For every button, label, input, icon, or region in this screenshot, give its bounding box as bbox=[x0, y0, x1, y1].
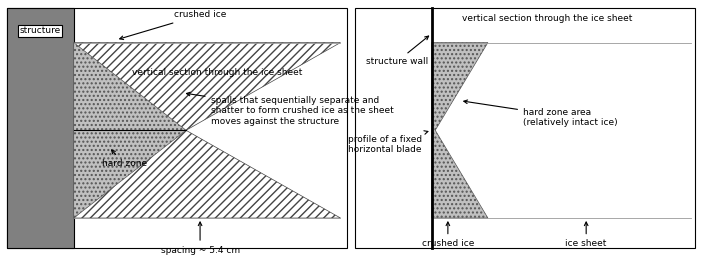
Text: hard zone: hard zone bbox=[102, 150, 147, 168]
Text: crushed ice: crushed ice bbox=[119, 11, 226, 39]
Polygon shape bbox=[432, 43, 488, 218]
Text: spacing ~ 5.4 cm: spacing ~ 5.4 cm bbox=[161, 222, 239, 255]
Text: crushed ice: crushed ice bbox=[422, 222, 474, 248]
Text: profile of a fixed
horizontal blade: profile of a fixed horizontal blade bbox=[347, 131, 428, 154]
Text: hard zone area
(relatively intact ice): hard zone area (relatively intact ice) bbox=[464, 100, 618, 127]
Polygon shape bbox=[74, 43, 340, 130]
Text: vertical section through the ice sheet: vertical section through the ice sheet bbox=[463, 14, 633, 22]
Text: vertical section through the ice sheet: vertical section through the ice sheet bbox=[133, 68, 303, 77]
Text: structure wall: structure wall bbox=[366, 36, 429, 66]
Text: spalls that sequentially separate and
shatter to form crushed ice as the sheet
m: spalls that sequentially separate and sh… bbox=[187, 92, 393, 126]
Polygon shape bbox=[7, 8, 74, 248]
Text: structure: structure bbox=[20, 27, 60, 35]
Polygon shape bbox=[74, 130, 340, 218]
Text: ice sheet: ice sheet bbox=[566, 222, 607, 248]
Polygon shape bbox=[74, 43, 186, 218]
